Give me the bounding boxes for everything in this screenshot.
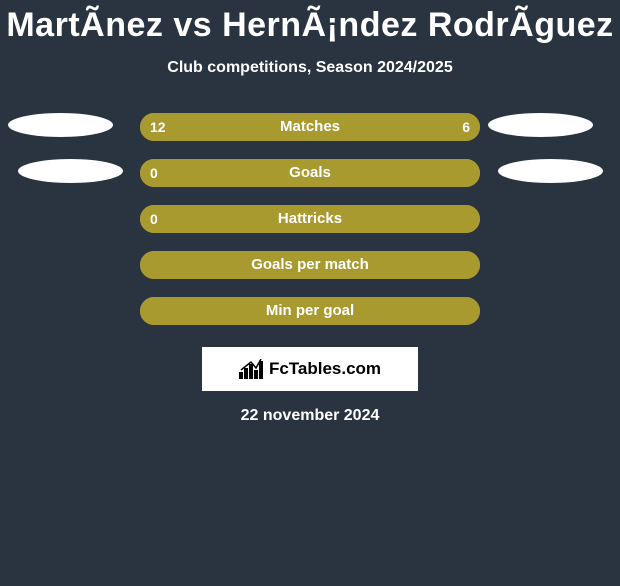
bar-fill-left — [140, 297, 480, 325]
comparison-row: Goals0 — [0, 159, 620, 187]
player-marker-right — [488, 113, 593, 137]
player-marker-left — [18, 159, 123, 183]
page-title: MartÃ­nez vs HernÃ¡ndez RodrÃ­guez — [0, 6, 620, 45]
value-left: 0 — [150, 159, 158, 187]
bar-fill-left — [140, 205, 480, 233]
logo-box: FcTables.com — [202, 347, 418, 391]
bar-fill-left — [140, 113, 361, 141]
bar-fill-left — [140, 251, 480, 279]
date-label: 22 november 2024 — [0, 407, 620, 425]
comparison-row: Goals per match — [0, 251, 620, 279]
bars-icon — [239, 359, 265, 379]
value-right: 6 — [462, 113, 470, 141]
value-left: 12 — [150, 113, 166, 141]
bar-track — [140, 251, 480, 279]
bar-fill-left — [140, 159, 480, 187]
logo-text: FcTables.com — [269, 359, 381, 379]
comparison-rows: Matches126Goals0Hattricks0Goals per matc… — [0, 113, 620, 325]
value-left: 0 — [150, 205, 158, 233]
bar-track — [140, 297, 480, 325]
player-marker-left — [8, 113, 113, 137]
comparison-row: Hattricks0 — [0, 205, 620, 233]
bar-track — [140, 205, 480, 233]
bar-track — [140, 159, 480, 187]
comparison-row: Min per goal — [0, 297, 620, 325]
player-marker-right — [498, 159, 603, 183]
subtitle: Club competitions, Season 2024/2025 — [0, 59, 620, 77]
comparison-row: Matches126 — [0, 113, 620, 141]
bar-track — [140, 113, 480, 141]
